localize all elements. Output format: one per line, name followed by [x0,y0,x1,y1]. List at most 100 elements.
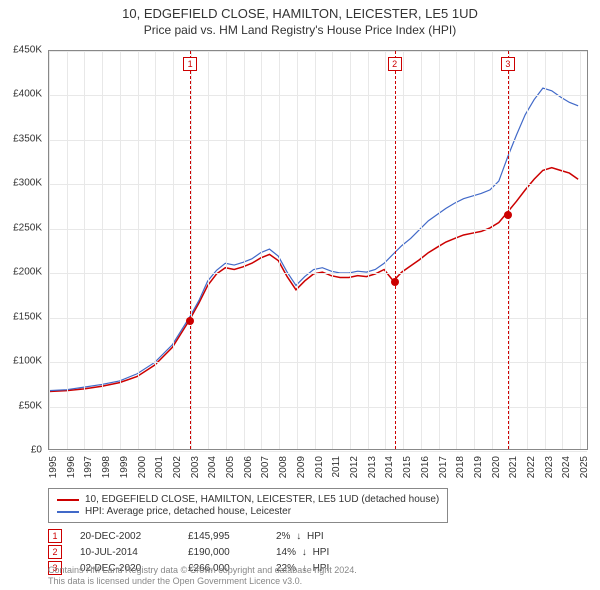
sales-marker: 2 [48,545,62,559]
legend-row: 10, EDGEFIELD CLOSE, HAMILTON, LEICESTER… [57,494,439,505]
x-tick-label: 2008 [278,456,289,478]
plot-area: 123 [48,50,588,450]
x-tick-label: 2016 [420,456,431,478]
gridline-h [49,229,587,230]
sale-price: £190,000 [188,547,258,558]
x-tick-label: 2014 [384,456,395,478]
x-tick-label: 2001 [154,456,165,478]
y-tick-label: £0 [31,445,42,456]
marker-vline [395,51,396,449]
chart-container: 10, EDGEFIELD CLOSE, HAMILTON, LEICESTER… [0,0,600,590]
marker-dot [504,211,512,219]
arrow-down-icon [299,547,310,558]
x-tick-label: 2012 [349,456,360,478]
marker-box: 3 [501,57,515,71]
footnote: Contains HM Land Registry data © Crown c… [48,565,357,587]
gridline-v [421,51,422,449]
x-tick-label: 2018 [455,456,466,478]
y-tick-label: £300K [13,178,42,189]
footnote-line1: Contains HM Land Registry data © Crown c… [48,565,357,576]
gridline-v [138,51,139,449]
sales-marker: 1 [48,529,62,543]
x-tick-label: 2025 [579,456,590,478]
gridline-v [456,51,457,449]
gridline-v [84,51,85,449]
gridline-h [49,95,587,96]
gridline-v [527,51,528,449]
x-tick-label: 2015 [402,456,413,478]
gridline-v [368,51,369,449]
x-tick-label: 1995 [48,456,59,478]
sale-price: £145,995 [188,531,258,542]
y-tick-label: £400K [13,89,42,100]
sale-date: 10-JUL-2014 [80,547,170,558]
gridline-v [385,51,386,449]
series-line-hpi [49,88,578,390]
gridline-v [208,51,209,449]
legend-row: HPI: Average price, detached house, Leic… [57,506,439,517]
x-tick-label: 2000 [137,456,148,478]
y-axis: £0£50K£100K£150K£200K£250K£300K£350K£400… [0,50,46,450]
legend-swatch [57,511,79,513]
y-tick-label: £250K [13,222,42,233]
gridline-h [49,184,587,185]
x-tick-label: 2011 [331,456,342,478]
gridline-v [492,51,493,449]
y-tick-label: £50K [19,400,42,411]
x-tick-label: 1999 [119,456,130,478]
x-tick-label: 2002 [172,456,183,478]
gridline-v [350,51,351,449]
gridline-v [244,51,245,449]
sale-diff: 14% HPI [276,547,356,558]
gridline-h [49,273,587,274]
legend-swatch [57,499,79,501]
title-line2: Price paid vs. HM Land Registry's House … [10,23,590,37]
x-tick-label: 2017 [438,456,449,478]
x-tick-label: 1996 [66,456,77,478]
legend: 10, EDGEFIELD CLOSE, HAMILTON, LEICESTER… [48,488,448,523]
x-tick-label: 2004 [207,456,218,478]
gridline-v [102,51,103,449]
legend-label: 10, EDGEFIELD CLOSE, HAMILTON, LEICESTER… [85,494,439,505]
gridline-v [226,51,227,449]
sale-date: 20-DEC-2002 [80,531,170,542]
x-tick-label: 2013 [367,456,378,478]
marker-box: 2 [388,57,402,71]
x-tick-label: 1997 [83,456,94,478]
x-tick-label: 2020 [491,456,502,478]
gridline-h [49,407,587,408]
footnote-line2: This data is licensed under the Open Gov… [48,576,357,587]
sale-diff: 2% HPI [276,531,356,542]
x-tick-label: 2022 [526,456,537,478]
x-tick-label: 2024 [561,456,572,478]
x-axis: 1995199619971998199920002001200220032004… [48,452,588,482]
marker-dot [186,317,194,325]
gridline-v [403,51,404,449]
y-tick-label: £350K [13,133,42,144]
y-tick-label: £450K [13,45,42,56]
gridline-h [49,318,587,319]
legend-label: HPI: Average price, detached house, Leic… [85,506,291,517]
series-line-price_paid [49,168,578,392]
marker-vline [508,51,509,449]
x-tick-label: 2010 [314,456,325,478]
marker-vline [190,51,191,449]
gridline-v [279,51,280,449]
gridline-v [49,51,50,449]
chart-svg [49,51,587,449]
x-tick-label: 2021 [508,456,519,478]
gridline-v [474,51,475,449]
y-tick-label: £100K [13,356,42,367]
gridline-v [155,51,156,449]
x-tick-label: 2023 [544,456,555,478]
gridline-h [49,362,587,363]
gridline-v [120,51,121,449]
gridline-v [580,51,581,449]
gridline-v [509,51,510,449]
sales-row: 2 10-JUL-2014 £190,000 14% HPI [48,544,356,560]
gridline-h [49,51,587,52]
title-line1: 10, EDGEFIELD CLOSE, HAMILTON, LEICESTER… [10,6,590,21]
marker-dot [391,278,399,286]
y-tick-label: £150K [13,311,42,322]
title-area: 10, EDGEFIELD CLOSE, HAMILTON, LEICESTER… [0,0,600,39]
